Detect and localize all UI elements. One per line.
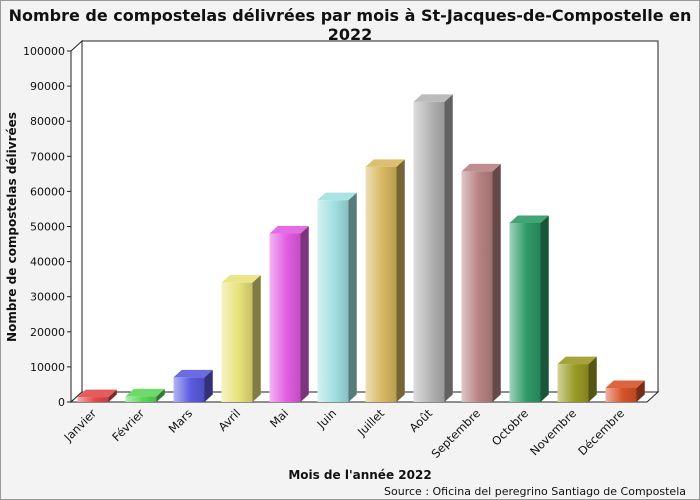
y-tick-label: 100000 [23,45,65,58]
bar-10 [509,215,549,402]
x-tick-label: Juin [314,406,340,432]
y-tick-label: 20000 [30,326,65,339]
x-tick-label: Mai [267,406,291,430]
bar-front [557,364,589,402]
bar-side [348,192,357,402]
bar-front [317,200,349,402]
chart-title: Nombre de compostelas délivrées par mois… [8,6,692,44]
bar-side [492,163,501,402]
source-note: Source : Oficina del peregrino Santiago … [384,485,686,498]
y-tick-label: 50000 [30,221,65,234]
x-tick-label: Avril [215,406,243,434]
y-axis-label: Nombre de compostelas délivrées [5,112,19,342]
y-tick-label: 70000 [30,150,65,163]
plot-left-wall [70,39,83,404]
bar-4 [221,275,261,402]
x-tick-label: Octobre [489,406,531,448]
x-tick-label: Août [406,406,435,435]
bar-side [300,226,309,402]
bar-12 [605,380,645,402]
bar-top [557,356,597,365]
bar-top [461,163,501,172]
bar-8 [413,94,453,403]
x-tick-label: Septembre [428,406,483,461]
bar-top [77,389,117,398]
bar-front [173,377,205,402]
bar-top [365,159,405,167]
y-tick-label: 40000 [30,256,65,269]
bar-7 [365,159,405,402]
bar-side [204,369,213,402]
bar-top [269,226,309,234]
x-tick-label: Décembre [575,406,627,458]
bar-top [605,380,645,388]
bar-3 [173,369,213,402]
bar-front [221,282,253,402]
bar-top [173,369,213,378]
bar-2 [125,388,165,402]
bar-top [125,388,165,397]
x-axis-label: Mois de l'année 2022 [288,468,432,482]
bar-side [252,275,261,402]
bar-front [269,233,301,402]
y-tick-label: 0 [58,396,65,409]
x-tick-label: Juillet [354,406,387,439]
bar-side [156,388,165,402]
bar-front [605,387,637,402]
y-tick-label: 10000 [30,361,65,374]
bar-9 [461,163,501,402]
y-tick-label: 80000 [30,115,65,128]
bar-side [108,389,117,402]
bar-6 [317,192,357,402]
bar-5 [269,226,309,402]
bar-front [461,171,493,402]
bar-top [413,94,453,102]
bar-top [509,215,549,223]
bar-front [413,101,445,403]
bar-side [540,215,549,402]
bar-side [588,356,597,402]
y-tick-label: 90000 [30,80,65,93]
bar-top [221,275,261,283]
bar-front [509,222,541,402]
bar-11 [557,356,597,402]
x-tick-label: Février [109,406,147,444]
y-tick-label: 30000 [30,291,65,304]
bar-side [636,380,645,402]
bar-side [396,159,405,402]
y-tick-label: 60000 [30,185,65,198]
bar-1 [77,389,117,402]
bar-front [77,397,109,402]
bar-front [125,396,157,402]
bar-top [317,192,357,201]
x-tick-label: Mars [166,406,195,435]
x-tick-label: Janvier [61,406,100,445]
bar-front [365,166,397,402]
bar-side [444,94,453,403]
x-tick-label: Novembre [527,406,579,458]
